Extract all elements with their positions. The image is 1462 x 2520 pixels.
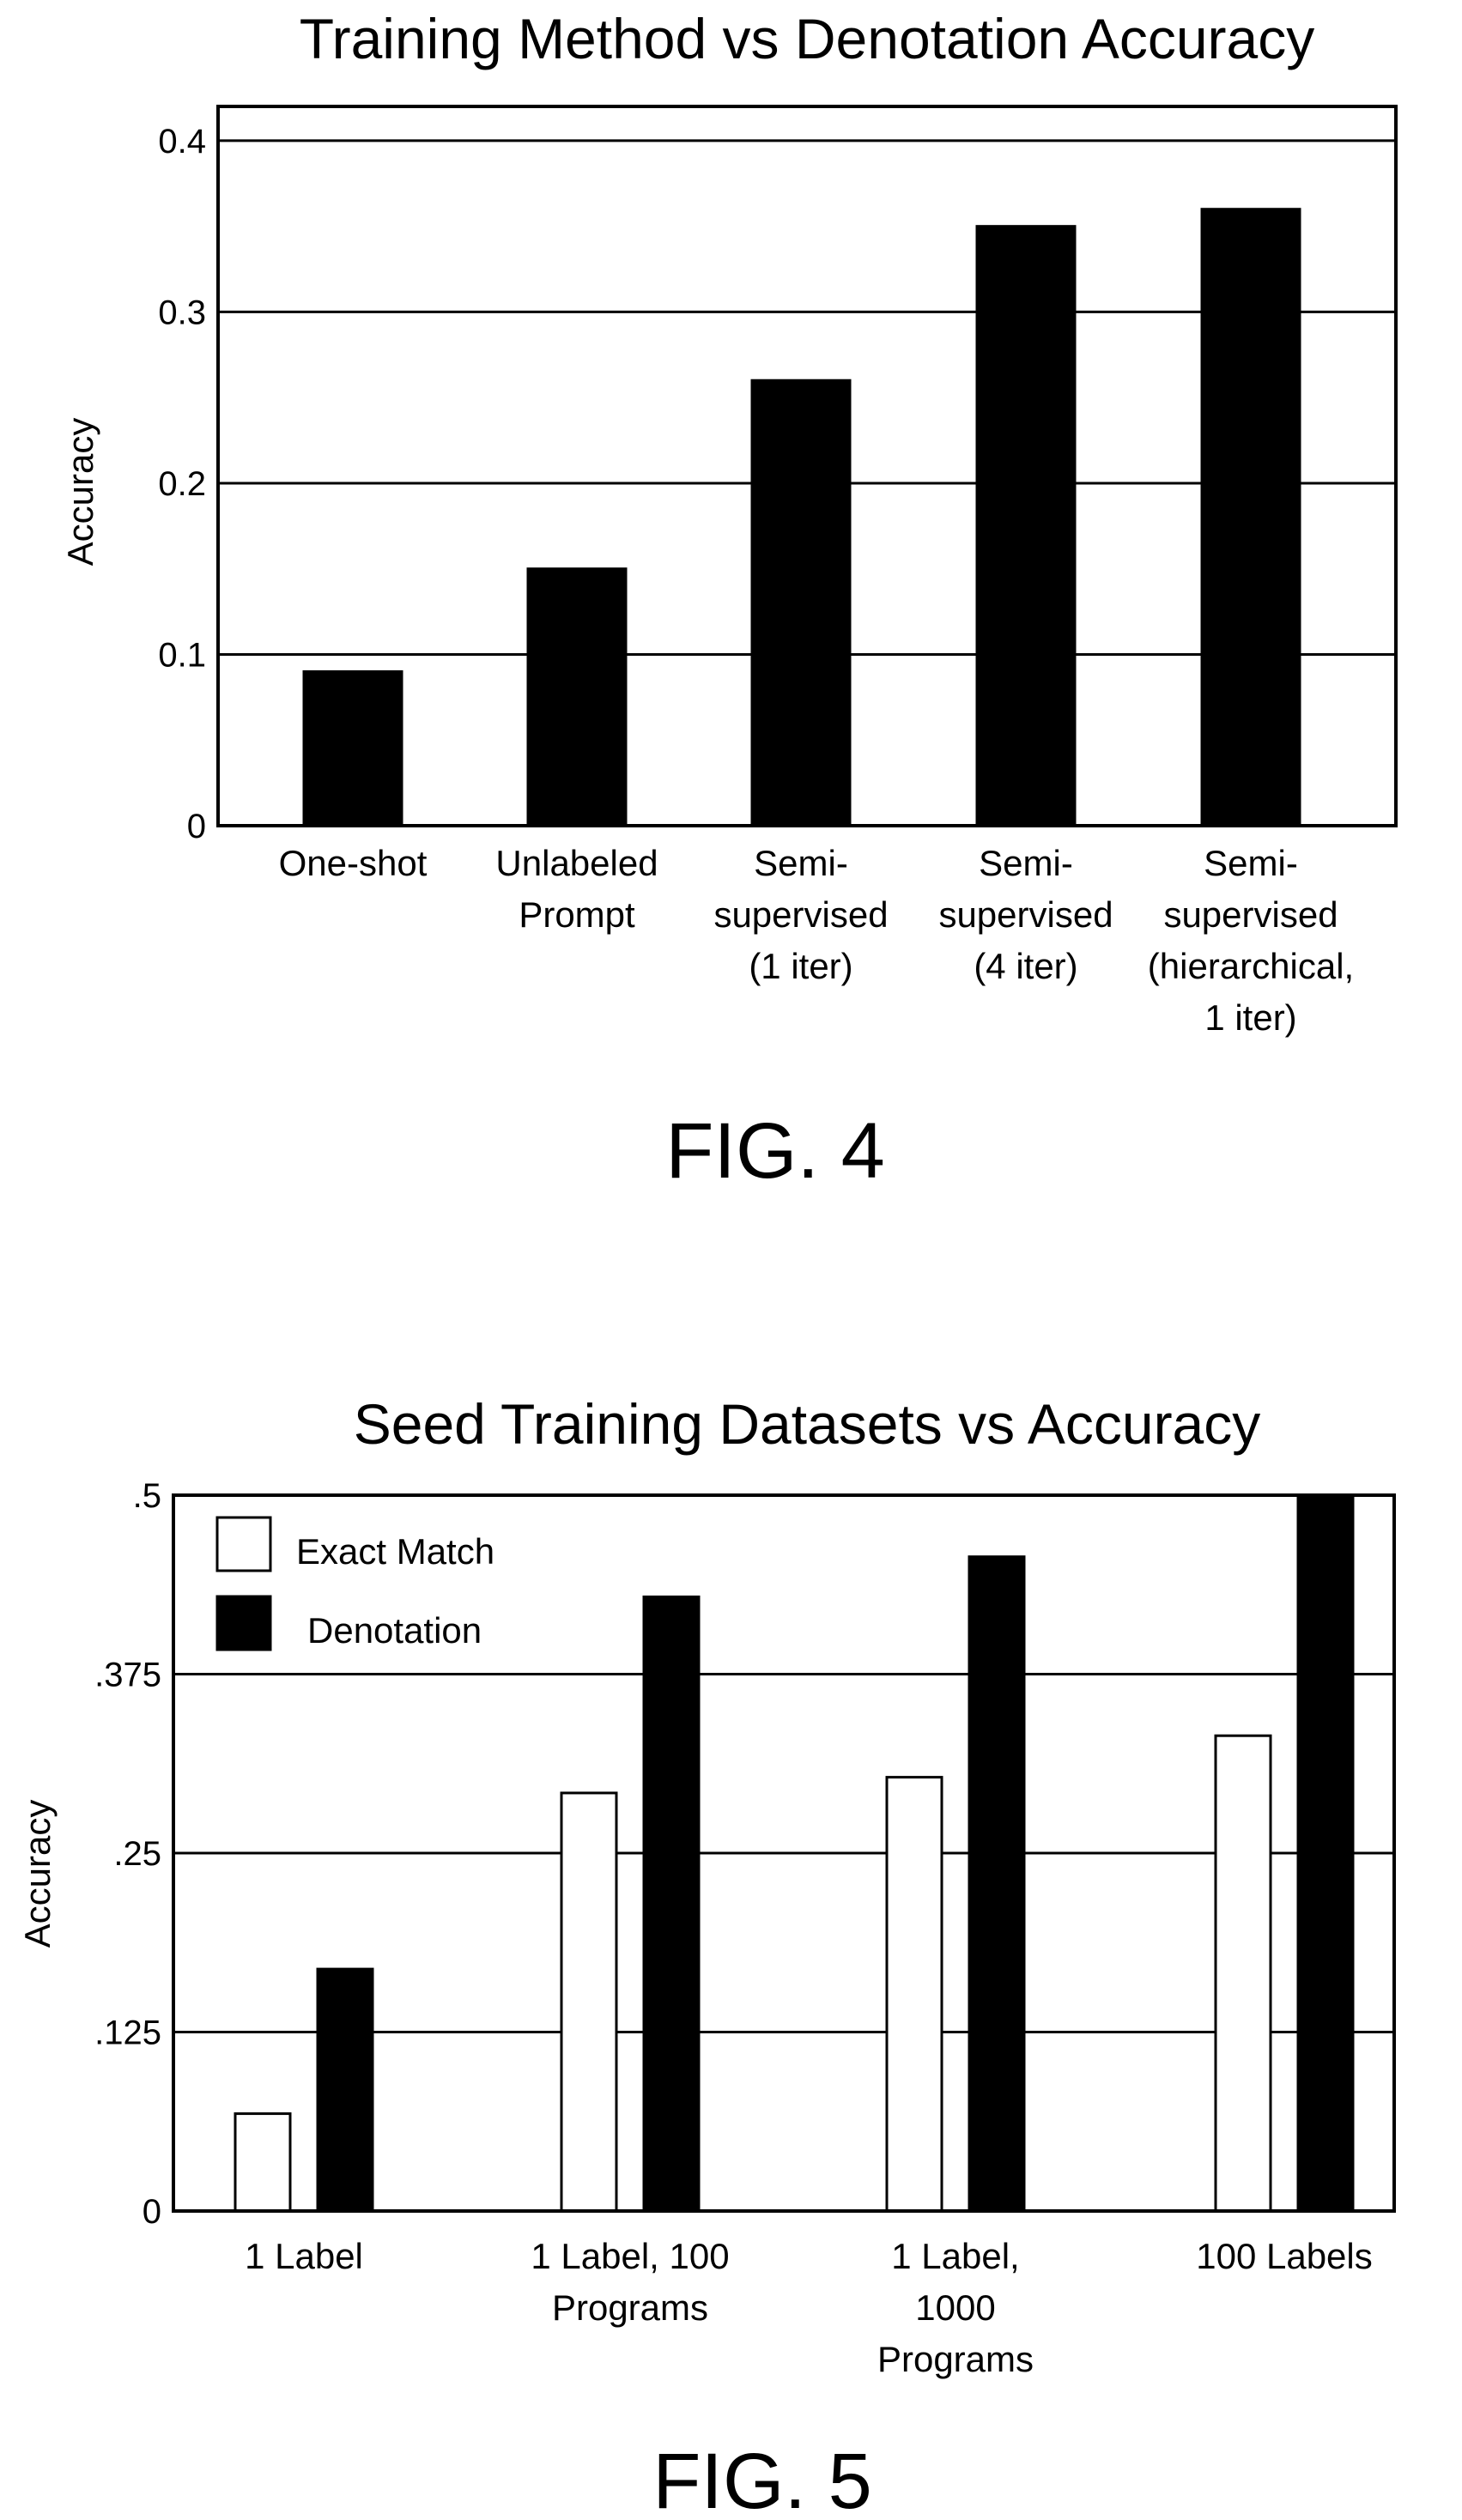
fig5-chart-title: Seed Training Datasets vs Accuracy [354,1392,1261,1456]
bar-denotation-3 [968,1555,1026,2213]
y-tick-label: 0.3 [158,294,206,331]
bar-value-2 [526,567,628,827]
y-tick-label: 0 [187,808,206,845]
fig5-y-axis-label: Accuracy [17,1800,58,1948]
legend-label-exact-match: Exact Match [296,1531,494,1572]
bar-value-3 [750,379,852,827]
bar-exact-match-3 [885,1776,943,2213]
y-tick-label: 0.2 [158,465,206,503]
y-tick-label: .375 [94,1657,161,1694]
fig5-gridlines [173,1493,1394,2033]
x-tick-label: 1 Label, 100 Programs [531,2236,729,2328]
legend-swatch-denotation [215,1595,272,1651]
fig4-chart-title: Training Method vs Denotation Accuracy [300,7,1315,70]
fig4-plot-frame [216,105,1398,827]
fig5-legend: Exact Match Denotation [215,1516,494,1651]
bar-exact-match-1 [234,2112,292,2213]
bar-value-4 [975,225,1077,827]
y-tick-label: .5 [133,1477,161,1515]
bar-exact-match-4 [1214,1734,1272,2213]
bar-denotation-2 [642,1595,701,2213]
fig4-bars [302,208,1301,827]
fig4-y-tick-labels: 0 0.1 0.2 0.3 0.4 [158,123,206,845]
fig5-y-tick-labels: 0 .125 .25 .375 .5 [94,1477,161,2231]
fig4-x-tick-labels: One-shot Unlabeled Prompt Semi-supervised (1… [279,843,1355,1038]
x-tick-label: One-shot [279,843,428,883]
y-tick-label: .25 [113,1835,161,1873]
y-tick-label: 0 [143,2193,161,2231]
x-tick-label: Semi-supervised (4 iter) [938,843,1113,986]
fig5-caption: FIG. 5 [652,2438,872,2520]
x-tick-label: Semi-supervised (1 iter) [713,843,888,986]
fig5-chart: Seed Training Datasets vs Accuracy Accur… [17,1392,1396,2520]
x-tick-label: 1 Label, 1000 Programs [877,2236,1034,2379]
legend-swatch-exact-match [215,1516,272,1572]
fig4-y-axis-label: Accuracy [60,418,100,566]
bar-denotation-4 [1296,1493,1355,2213]
fig5-bars [234,1493,1355,2213]
bar-value-1 [302,669,403,827]
x-tick-label: Semi-supervised (hierarchical, 1 iter) [1148,843,1354,1038]
fig5-plot-frame [172,1493,1396,2213]
x-tick-label: Unlabeled Prompt [495,843,658,935]
fig4-chart: Training Method vs Denotation Accuracy A… [60,7,1398,1195]
bar-value-5 [1200,208,1301,827]
bar-denotation-1 [316,1967,374,2213]
y-tick-label: .125 [94,2014,161,2052]
y-tick-label: 0.4 [158,123,206,161]
legend-label-denotation: Denotation [307,1610,482,1651]
y-tick-label: 0.1 [158,636,206,674]
x-tick-label: 1 Label [245,2236,363,2276]
fig5-x-tick-labels: 1 Label 1 Label, 100 Programs 1 Label, 1000 P… [245,2236,1373,2379]
bar-exact-match-2 [560,1791,618,2213]
fig4-caption: FIG. 4 [665,1107,885,1195]
x-tick-label: 100 Labels [1196,2236,1373,2276]
